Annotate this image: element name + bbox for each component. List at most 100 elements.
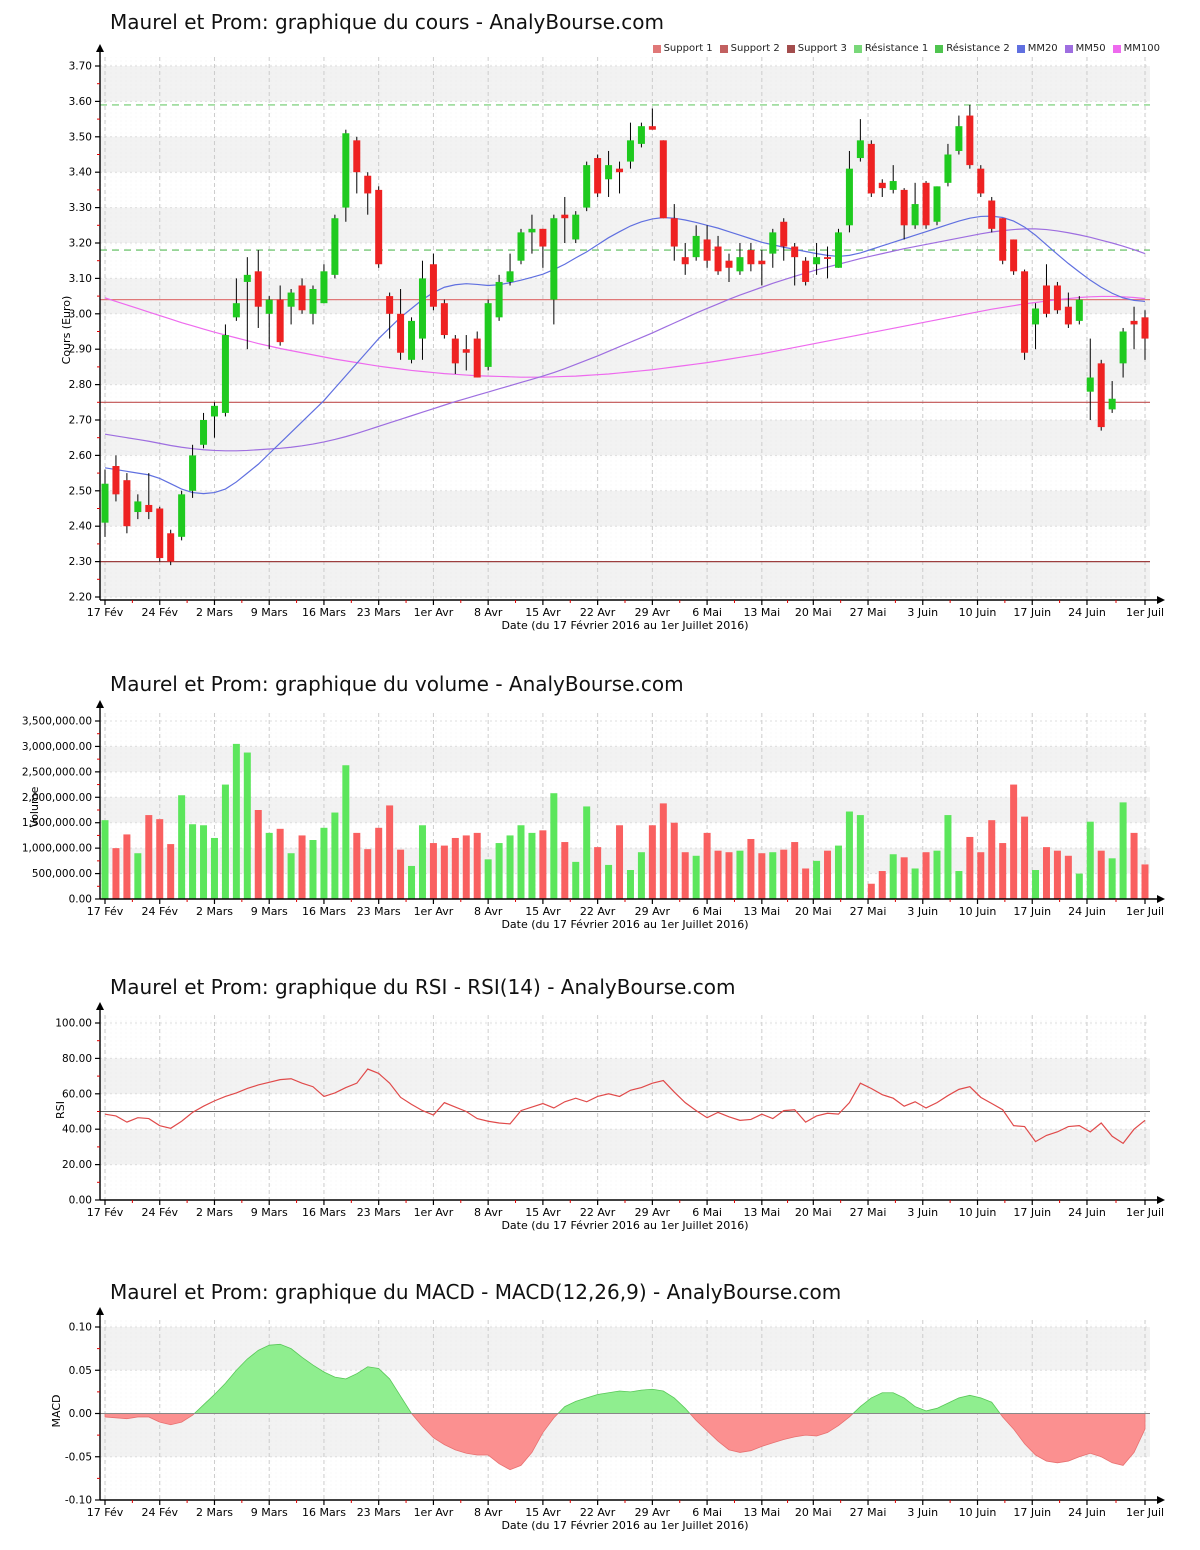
price-chart-title: Maurel et Prom: graphique du cours - Ana… xyxy=(110,10,665,34)
volume-bar xyxy=(254,810,262,899)
candle-body xyxy=(834,232,842,268)
candle-body xyxy=(933,186,941,222)
candle-body xyxy=(1042,285,1050,314)
x-tick-label: 22 Avr xyxy=(580,905,616,918)
candle-body xyxy=(123,480,131,527)
x-tick-label: 22 Avr xyxy=(580,1506,616,1519)
volume-bar xyxy=(528,832,536,899)
legend-item: Support 3 xyxy=(786,43,847,54)
candle-body xyxy=(473,338,481,378)
x-tick-label: 2 Mars xyxy=(196,905,233,918)
volume-bar xyxy=(397,849,405,899)
volume-bar xyxy=(1097,850,1105,899)
candle-body xyxy=(944,154,952,183)
candle-body xyxy=(988,200,996,229)
x-tick-label: 3 Juin xyxy=(907,1506,938,1519)
y-tick-label: 0.00 xyxy=(69,1195,92,1207)
candle-body xyxy=(506,271,514,282)
volume-bar xyxy=(484,859,492,899)
x-tick-label: 24 Fév xyxy=(141,1206,178,1219)
x-axis-arrow-icon xyxy=(1157,895,1165,903)
candle-body xyxy=(221,335,229,413)
candle-body xyxy=(200,420,208,445)
candle-body xyxy=(276,299,284,343)
legend-label: MM100 xyxy=(1123,43,1160,54)
rsi-line xyxy=(104,1068,1146,1145)
volume-bar xyxy=(440,845,448,899)
candle-body xyxy=(397,313,405,353)
x-axis-title: Date (du 17 Février 2016 au 1er Juillet … xyxy=(501,619,748,632)
volume-bar xyxy=(145,815,153,899)
volume-bar xyxy=(408,865,416,899)
x-tick-label: 27 Mai xyxy=(850,606,887,619)
y-axis-title: RSI xyxy=(54,1101,67,1119)
volume-bar xyxy=(692,855,700,899)
candle-body xyxy=(1141,317,1149,339)
x-tick-label: 23 Mars xyxy=(357,905,401,918)
volume-bar xyxy=(1141,864,1149,899)
volume-bar xyxy=(1021,816,1029,899)
candle-body xyxy=(703,239,711,261)
y-tick-label: 1,500,000.00 xyxy=(22,817,92,829)
volume-bar xyxy=(659,803,667,899)
y-tick-label: 60.00 xyxy=(62,1088,92,1100)
candle-body xyxy=(1032,308,1040,325)
candle-body xyxy=(1064,306,1072,325)
x-tick-label: 17 Fév xyxy=(87,905,124,918)
volume-bar xyxy=(1064,855,1072,899)
x-tick-label: 8 Avr xyxy=(474,606,503,619)
x-tick-label: 20 Mai xyxy=(795,905,832,918)
x-axis-title: Date (du 17 Février 2016 au 1er Juillet … xyxy=(501,1219,748,1232)
y-tick-label: 2.90 xyxy=(69,344,92,356)
volume-bar xyxy=(834,845,842,899)
y-tick-label: 0.00 xyxy=(69,894,92,906)
x-tick-label: 27 Mai xyxy=(850,1206,887,1219)
x-tick-label: 10 Juin xyxy=(959,1206,997,1219)
volume-bar xyxy=(1130,832,1138,899)
legend-label: Support 1 xyxy=(663,43,713,54)
volume-bar xyxy=(878,871,886,899)
candle-body xyxy=(670,218,678,247)
volume-bar xyxy=(167,844,175,899)
y-tick-label: 2.60 xyxy=(69,450,92,462)
volume-bar xyxy=(517,825,525,899)
candle-body xyxy=(1021,271,1029,353)
candle-body xyxy=(495,281,503,318)
volume-bar xyxy=(813,860,821,899)
y-tick-label: 3.30 xyxy=(69,202,92,214)
volume-bar xyxy=(1010,784,1018,899)
y-tick-label: 20.00 xyxy=(62,1159,92,1171)
candle-body xyxy=(616,168,624,173)
candle-body xyxy=(813,257,821,265)
legend: Support 1 Support 2 Support 3 Résistance 1 R… xyxy=(540,43,1160,54)
legend-swatch-icon xyxy=(853,44,862,53)
x-tick-label: 16 Mars xyxy=(302,606,346,619)
candle-body xyxy=(605,165,613,180)
volume-bar xyxy=(605,864,613,899)
volume-bar xyxy=(933,850,941,899)
volume-bar xyxy=(320,827,328,899)
x-tick-label: 10 Juin xyxy=(959,606,997,619)
y-tick-label: 2.30 xyxy=(69,556,92,568)
x-tick-label: 15 Avr xyxy=(525,905,561,918)
volume-bar xyxy=(1119,802,1127,899)
legend-swatch-icon xyxy=(652,44,661,53)
volume-bar xyxy=(375,827,383,899)
volume-bar xyxy=(583,806,591,899)
legend-swatch-icon xyxy=(1064,44,1073,53)
y-tick-label: 2,000,000.00 xyxy=(22,792,92,804)
volume-bar xyxy=(725,852,733,899)
candle-body xyxy=(1086,377,1094,392)
candle-body xyxy=(232,303,240,318)
candle-body xyxy=(134,501,142,513)
volume-bar xyxy=(856,815,864,899)
volume-bar xyxy=(298,835,306,899)
y-tick-label: 2.50 xyxy=(69,485,92,497)
volume-bar xyxy=(616,825,624,899)
volume-bar xyxy=(473,832,481,899)
legend-item: Résistance 1 xyxy=(853,43,928,54)
volume-bar xyxy=(889,854,897,899)
volume-bar xyxy=(232,743,240,899)
volume-bar xyxy=(342,765,350,899)
